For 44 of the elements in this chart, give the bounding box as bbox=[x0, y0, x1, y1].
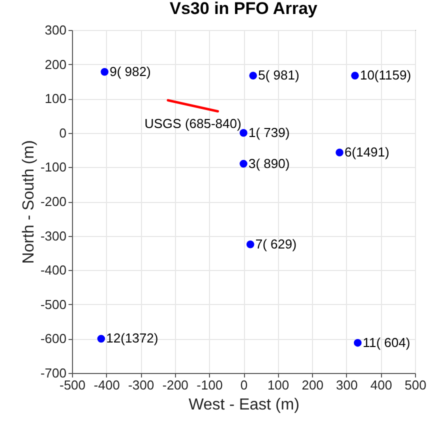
x-tick-label: -300 bbox=[128, 378, 154, 392]
point bbox=[354, 338, 362, 347]
x-tick-label: 0 bbox=[240, 378, 248, 392]
y-tick-label: -700 bbox=[40, 366, 66, 380]
x-tick-label: -100 bbox=[196, 378, 223, 392]
x-tick-label: -500 bbox=[59, 378, 86, 392]
data-label: 6(1491) bbox=[344, 144, 390, 160]
x-axis-title: West - East (m) bbox=[188, 396, 300, 414]
y-tick-label: -600 bbox=[40, 331, 66, 346]
point bbox=[336, 148, 344, 156]
point bbox=[100, 68, 108, 76]
y-axis-title: North - South (m) bbox=[20, 140, 38, 264]
point bbox=[97, 334, 106, 343]
chart-title: Vs30 in PFO Array bbox=[170, 0, 318, 18]
y-tick-label: -100 bbox=[40, 160, 66, 175]
data-label: 10(1159) bbox=[360, 68, 412, 83]
x-tick-label: 400 bbox=[370, 378, 392, 392]
point bbox=[240, 129, 248, 137]
data-label: 11( 604) bbox=[362, 334, 410, 350]
y-tick-label: -300 bbox=[40, 228, 66, 244]
y-tick-label: -200 bbox=[40, 194, 66, 209]
y-tick-label: -500 bbox=[40, 296, 66, 312]
point bbox=[249, 72, 257, 80]
data-label: 12(1372) bbox=[106, 330, 158, 346]
x-tick-label: 200 bbox=[302, 378, 324, 392]
data-label: 3( 890) bbox=[248, 156, 290, 171]
point bbox=[246, 240, 254, 248]
x-tick-label: -400 bbox=[94, 378, 120, 392]
data-label: 9( 982) bbox=[110, 64, 151, 79]
y-tick-label: 200 bbox=[44, 56, 66, 72]
y-tick-label: -400 bbox=[40, 262, 66, 278]
y-tick-label: 300 bbox=[44, 22, 66, 38]
x-tick-label: 100 bbox=[267, 378, 290, 392]
data-label: 5( 981) bbox=[258, 68, 300, 83]
y-tick-label: 100 bbox=[44, 91, 66, 106]
point bbox=[351, 72, 359, 80]
x-tick-label: -200 bbox=[162, 378, 188, 392]
y-tick-label: 0 bbox=[59, 125, 66, 140]
series-label: USGS (685-840) bbox=[144, 116, 242, 131]
point bbox=[240, 160, 248, 168]
data-label: 7( 629) bbox=[255, 236, 297, 252]
x-tick-label: 500 bbox=[404, 378, 426, 392]
x-tick-label: 300 bbox=[336, 378, 358, 392]
data-label: 1( 739) bbox=[248, 124, 290, 140]
